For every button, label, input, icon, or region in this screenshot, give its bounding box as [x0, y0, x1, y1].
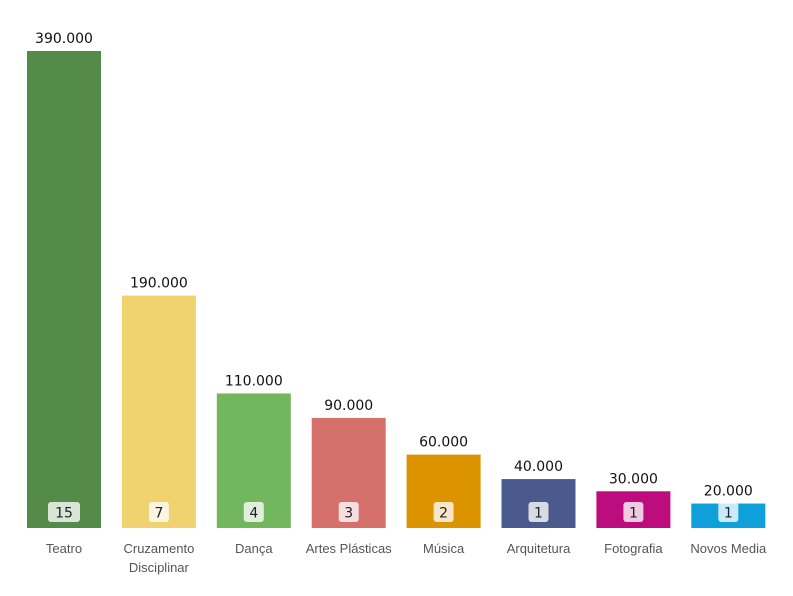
- category-label: Fotografia: [604, 541, 663, 556]
- count-badge: [148, 502, 169, 522]
- count-badge: [338, 502, 359, 522]
- bar-value-label: 90.000: [324, 398, 373, 414]
- bar-value-label: 60.000: [419, 435, 468, 451]
- category-label: Música: [423, 541, 465, 556]
- count-badge: [48, 502, 80, 522]
- category-label: Novos Media: [690, 541, 767, 556]
- count-badge: [718, 502, 739, 522]
- bar[interactable]: [121, 295, 196, 528]
- count-badge: [528, 502, 549, 522]
- category-label: Dança: [235, 541, 273, 556]
- bar-value-label: 190.000: [130, 276, 188, 292]
- count-badge-label: 2: [439, 506, 448, 522]
- count-badge: [623, 502, 644, 522]
- count-badge-label: 4: [249, 506, 258, 522]
- bar-value-label: 20.000: [704, 484, 753, 500]
- category-label: Teatro: [46, 541, 82, 556]
- count-badge-label: 3: [344, 506, 353, 522]
- category-label: Artes Plásticas: [306, 541, 392, 556]
- category-label: Arquitetura: [507, 541, 571, 556]
- count-badge-label: 1: [629, 506, 638, 522]
- bar-value-label: 110.000: [225, 373, 283, 389]
- count-badge-label: 15: [55, 506, 73, 522]
- category-label: Cruzamento Disciplinar: [123, 541, 194, 575]
- count-badge-label: 1: [534, 506, 543, 522]
- bar-value-label: 40.000: [514, 459, 563, 475]
- bar-value-label: 30.000: [609, 471, 658, 487]
- count-badge: [243, 502, 264, 522]
- count-badge-label: 1: [724, 506, 733, 522]
- count-badge: [433, 502, 454, 522]
- count-badge-label: 7: [154, 506, 163, 522]
- bar[interactable]: [27, 51, 101, 528]
- bar-value-label: 390.000: [35, 31, 93, 47]
